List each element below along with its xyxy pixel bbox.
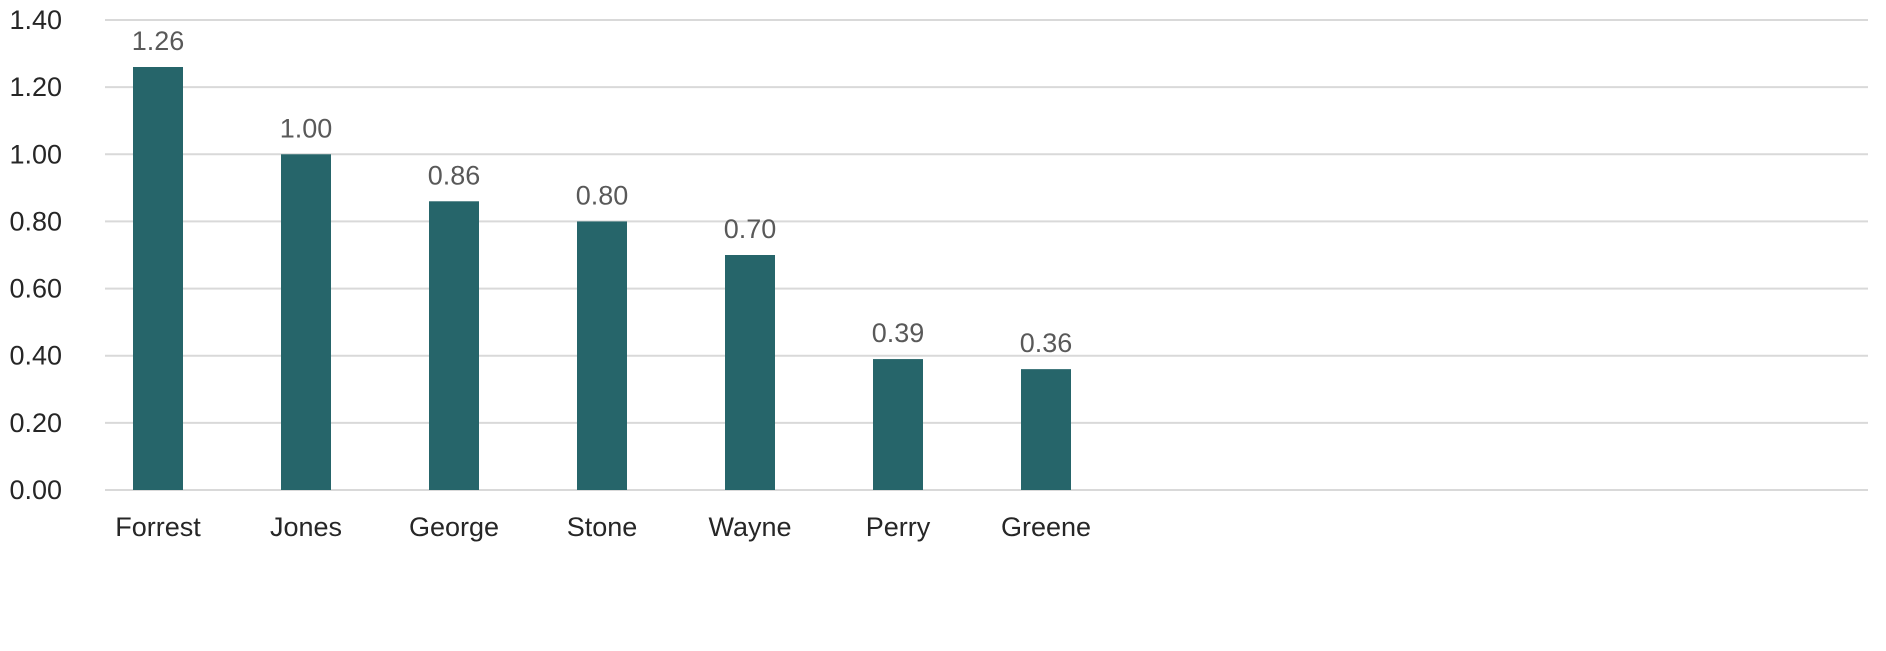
- y-tick-label: 1.40: [9, 5, 62, 35]
- bar-jones: [281, 154, 331, 491]
- data-label: 0.86: [428, 160, 481, 190]
- category-label: Perry: [866, 512, 931, 542]
- bars: [133, 67, 1071, 491]
- y-tick-label: 0.60: [9, 274, 62, 304]
- bar-greene: [1021, 369, 1071, 490]
- category-label: Stone: [567, 512, 638, 542]
- y-tick-label: 0.20: [9, 408, 62, 438]
- category-label: Jones: [270, 512, 342, 542]
- data-label: 0.39: [872, 318, 925, 348]
- bar-forrest: [133, 67, 183, 490]
- bar-perry: [873, 359, 923, 490]
- y-tick-label: 0.80: [9, 206, 62, 236]
- y-tick-label: 0.00: [9, 475, 62, 505]
- gridlines: [105, 19, 1868, 491]
- category-label: Greene: [1001, 512, 1091, 542]
- data-label: 1.26: [132, 26, 185, 56]
- bar-stone: [577, 221, 627, 490]
- bar-george: [429, 201, 479, 491]
- category-label: Forrest: [115, 512, 201, 542]
- data-label: 0.80: [576, 180, 629, 210]
- bar-wayne: [725, 255, 775, 490]
- data-label: 0.36: [1020, 328, 1073, 358]
- category-label: Wayne: [708, 512, 791, 542]
- y-tick-label: 1.00: [9, 139, 62, 169]
- y-tick-label: 1.20: [9, 72, 62, 102]
- y-axis-tick-labels: 0.00 0.20 0.40 0.60 0.80 1.00 1.20 1.40: [9, 5, 62, 505]
- x-axis-category-labels: Forrest Jones George Stone Wayne Perry Greene: [115, 512, 1091, 542]
- y-tick-label: 0.40: [9, 341, 62, 371]
- category-label: George: [409, 512, 499, 542]
- data-labels: 1.26 1.00 0.86 0.80 0.70 0.39 0.36: [132, 26, 1073, 358]
- data-label: 1.00: [280, 113, 333, 143]
- data-label: 0.70: [724, 214, 777, 244]
